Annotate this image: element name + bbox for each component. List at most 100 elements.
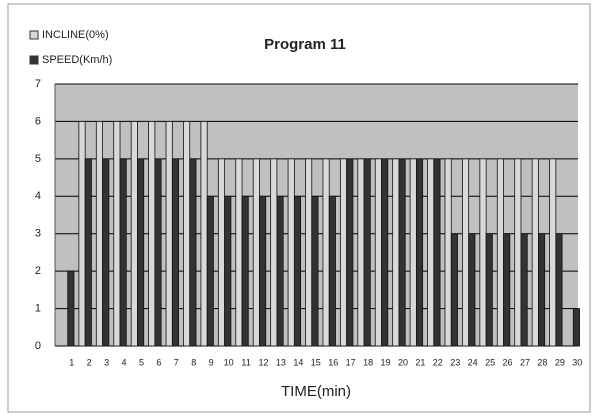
chart-title: Program 11 — [264, 36, 346, 53]
bar — [78, 121, 86, 347]
bar — [398, 158, 406, 347]
y-tick-label: 5 — [35, 153, 41, 165]
bar — [520, 233, 528, 347]
bar — [374, 158, 382, 347]
x-tick-label: 17 — [346, 357, 356, 367]
bar — [496, 158, 504, 347]
y-tick-label: 0 — [35, 340, 41, 352]
x-tick-label: 19 — [381, 357, 391, 367]
x-tick-label: 1 — [69, 357, 74, 367]
x-tick-label: 24 — [468, 357, 478, 367]
x-tick-label: 22 — [433, 357, 443, 367]
x-tick-label: 20 — [398, 357, 408, 367]
bar — [572, 308, 580, 347]
x-tick-label: 12 — [258, 357, 268, 367]
legend-label: SPEED(Km/h) — [42, 54, 112, 66]
bar — [95, 121, 103, 347]
bar — [503, 233, 511, 347]
bar — [339, 158, 348, 347]
bar — [462, 158, 470, 347]
bar — [468, 233, 476, 347]
x-tick-label: 23 — [450, 357, 460, 367]
bar — [485, 233, 493, 347]
bar — [241, 195, 249, 347]
x-tick-label: 27 — [520, 357, 530, 367]
bar — [259, 195, 267, 347]
y-tick-label: 2 — [35, 265, 41, 277]
x-tick-label: 13 — [276, 357, 286, 367]
bar — [165, 121, 173, 347]
bar — [130, 121, 138, 347]
bar — [154, 158, 162, 347]
x-tick-label: 14 — [293, 357, 303, 367]
bar — [311, 195, 319, 347]
bar — [479, 158, 487, 347]
bar — [322, 158, 330, 347]
bar — [415, 158, 424, 347]
bar — [67, 270, 75, 347]
x-tick-label: 21 — [415, 357, 425, 367]
x-tick-label: 10 — [224, 357, 234, 367]
bar — [392, 158, 400, 347]
x-tick-label: 5 — [139, 357, 144, 367]
bar — [217, 158, 226, 347]
x-tick-label: 30 — [572, 357, 582, 367]
bar — [346, 158, 354, 347]
y-tick-label: 6 — [35, 115, 41, 127]
bar — [235, 158, 243, 347]
x-tick-label: 16 — [328, 357, 338, 367]
bar — [357, 158, 365, 347]
bar — [328, 195, 336, 347]
x-tick-label: 18 — [363, 357, 373, 367]
bar — [84, 158, 92, 347]
x-tick-label: 15 — [311, 357, 321, 367]
bar — [276, 195, 284, 347]
bar — [252, 158, 260, 347]
x-tick-label: 8 — [191, 357, 196, 367]
x-tick-label: 9 — [209, 357, 214, 367]
bar — [102, 158, 110, 347]
y-tick-label: 3 — [35, 228, 41, 240]
bar — [538, 233, 546, 347]
bar — [514, 158, 522, 347]
bar — [137, 158, 145, 347]
bar — [381, 158, 389, 347]
bar — [189, 158, 197, 347]
legend-swatch — [29, 55, 39, 65]
x-tick-label: 11 — [241, 357, 250, 367]
x-tick-label: 26 — [503, 357, 513, 367]
bar — [206, 195, 214, 347]
bar — [531, 158, 539, 347]
bar — [287, 158, 295, 347]
x-tick-label: 28 — [537, 357, 547, 367]
y-tick-label: 4 — [35, 190, 41, 202]
bar — [270, 158, 278, 347]
bar — [433, 158, 441, 347]
bar — [549, 158, 557, 347]
bar — [119, 158, 127, 347]
bar — [171, 158, 179, 347]
bar — [224, 195, 232, 347]
bar — [305, 158, 313, 347]
x-tick-label: 25 — [485, 357, 495, 367]
y-tick-label: 7 — [35, 78, 41, 90]
bar — [113, 121, 121, 347]
legend-swatch — [29, 30, 39, 40]
x-axis-label: TIME(min) — [281, 383, 351, 400]
x-tick-label: 3 — [104, 357, 109, 367]
bar — [450, 233, 458, 347]
bar — [148, 121, 156, 347]
x-tick-label: 29 — [555, 357, 565, 367]
bar — [200, 121, 208, 347]
y-tick-label: 1 — [35, 302, 41, 314]
bar — [427, 158, 435, 347]
bar — [293, 195, 302, 347]
x-tick-label: 7 — [174, 357, 179, 367]
x-tick-label: 6 — [156, 357, 161, 367]
legend-label: INCLINE(0%) — [42, 29, 109, 41]
bar — [555, 233, 563, 347]
bar — [444, 158, 452, 347]
bar — [409, 158, 417, 347]
